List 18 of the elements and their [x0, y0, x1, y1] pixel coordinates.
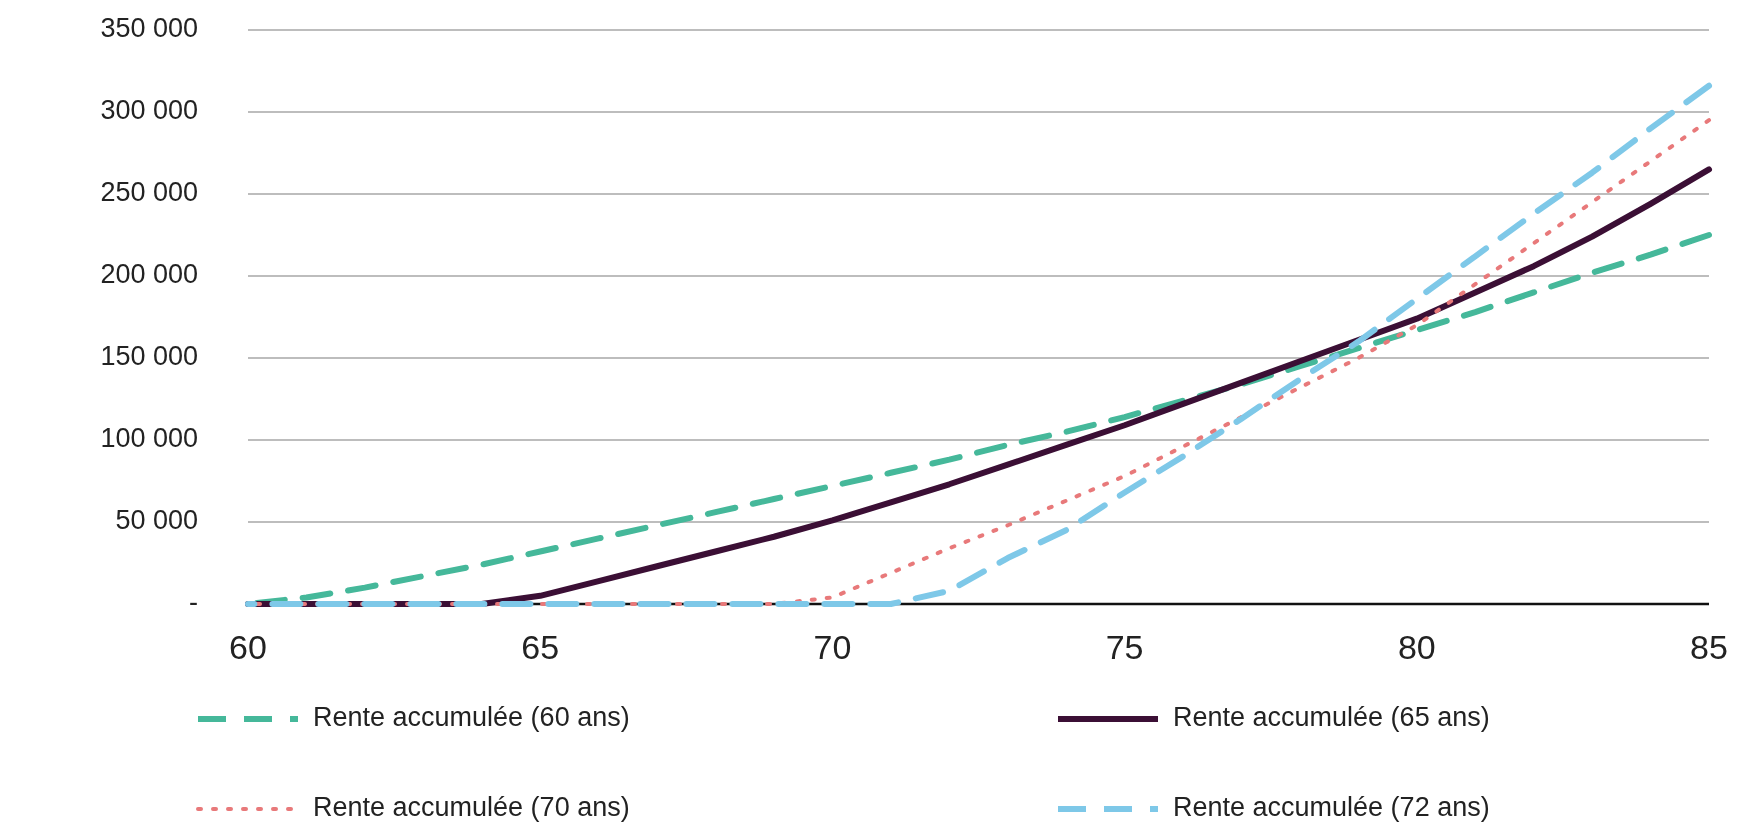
y-tick-label: 200 000 — [100, 259, 198, 290]
y-tick-label: 350 000 — [100, 13, 198, 44]
y-tick-label: 100 000 — [100, 423, 198, 454]
x-tick-label: 85 — [1690, 628, 1728, 666]
x-tick-label: 65 — [521, 628, 560, 666]
legend-label: Rente accumulée (65 ans) — [1173, 702, 1490, 733]
x-tick-label: 75 — [1105, 628, 1144, 666]
x-tick-label: 60 — [229, 628, 267, 666]
y-tick-label: 150 000 — [100, 341, 198, 372]
legend-label: Rente accumulée (72 ans) — [1173, 792, 1490, 823]
y-tick-label: 50 000 — [115, 505, 198, 536]
y-tick-label: 300 000 — [100, 95, 198, 126]
legend-label: Rente accumulée (60 ans) — [313, 702, 630, 733]
x-tick-label: 70 — [813, 628, 852, 666]
legend-label: Rente accumulée (70 ans) — [313, 792, 630, 823]
x-tick-label: 80 — [1397, 628, 1436, 666]
y-tick-label: - — [189, 587, 198, 618]
y-tick-label: 250 000 — [100, 177, 198, 208]
